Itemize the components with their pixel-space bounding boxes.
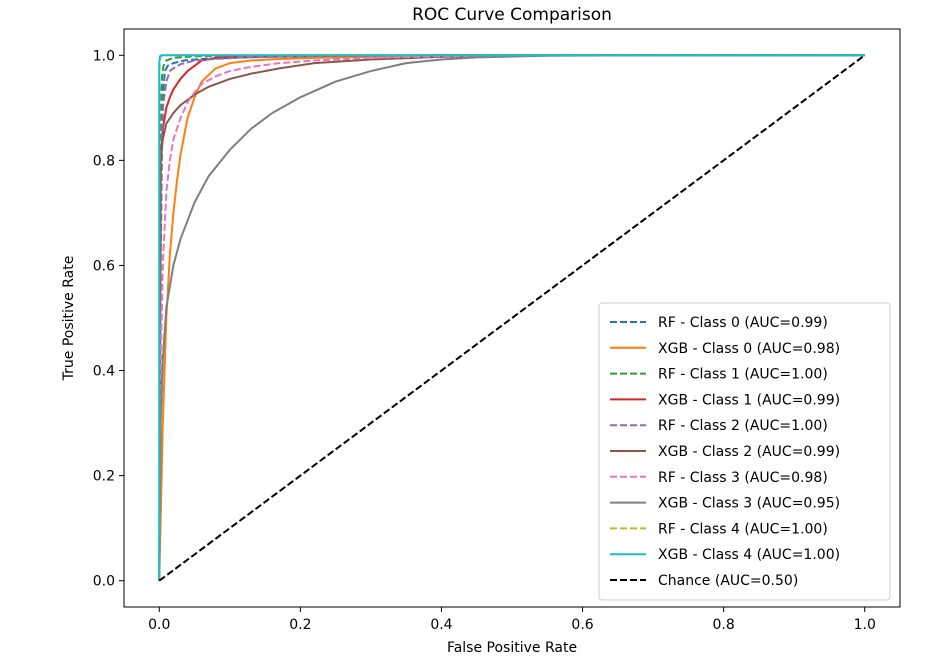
legend-label-4: RF - Class 2 (AUC=1.00) [658, 418, 828, 434]
x-tick-label: 0.2 [289, 617, 311, 633]
series-layer [158, 54, 866, 582]
legend-items: RF - Class 0 (AUC=0.99) XGB - Class 0 (AU… [610, 315, 840, 589]
x-tick-label: 0.8 [713, 617, 735, 633]
series-line-9 [158, 54, 865, 581]
series-line-5 [158, 54, 865, 581]
x-tick-label: 0.0 [148, 617, 170, 633]
plot-frame [123, 28, 901, 608]
legend-label-1: XGB - Class 0 (AUC=0.98) [658, 341, 840, 357]
series-line-6 [158, 54, 865, 581]
y-axis-label: True Positive Rate [61, 256, 77, 382]
y-tick-label: 0.0 [93, 574, 115, 590]
legend-label-10: Chance (AUC=0.50) [658, 573, 798, 589]
series-line-7 [158, 54, 865, 581]
x-tick-label: 0.6 [571, 617, 593, 633]
legend: RF - Class 0 (AUC=0.99) XGB - Class 0 (AU… [598, 302, 891, 601]
y-tick-label: 0.6 [93, 258, 115, 274]
x-tick-label: 1.0 [854, 617, 876, 633]
chart-title: ROC Curve Comparison [412, 5, 612, 25]
y-tick-label: 0.4 [93, 364, 115, 380]
y-tick-label: 0.8 [93, 153, 115, 169]
legend-label-2: RF - Class 1 (AUC=1.00) [658, 367, 828, 383]
y-axis: 0.0 0.2 0.4 0.6 0.8 1.0 [93, 48, 124, 590]
legend-frame [598, 302, 891, 601]
series-line-10 [158, 54, 866, 582]
legend-label-0: RF - Class 0 (AUC=0.99) [658, 315, 828, 331]
legend-label-6: RF - Class 3 (AUC=0.98) [658, 470, 828, 486]
legend-label-5: XGB - Class 2 (AUC=0.99) [658, 444, 840, 460]
x-axis: 0.0 0.2 0.4 0.6 0.8 1.0 [148, 607, 876, 633]
x-axis-label: False Positive Rate [447, 640, 577, 656]
y-tick-label: 1.0 [93, 48, 115, 64]
legend-label-3: XGB - Class 1 (AUC=0.99) [658, 392, 840, 408]
legend-label-7: XGB - Class 3 (AUC=0.95) [658, 496, 840, 512]
legend-label-8: RF - Class 4 (AUC=1.00) [658, 521, 828, 537]
y-tick-label: 0.2 [93, 469, 115, 485]
series-line-4 [158, 54, 865, 581]
x-tick-label: 0.4 [430, 617, 452, 633]
legend-label-9: XGB - Class 4 (AUC=1.00) [658, 547, 840, 563]
series-line-1 [158, 54, 865, 581]
